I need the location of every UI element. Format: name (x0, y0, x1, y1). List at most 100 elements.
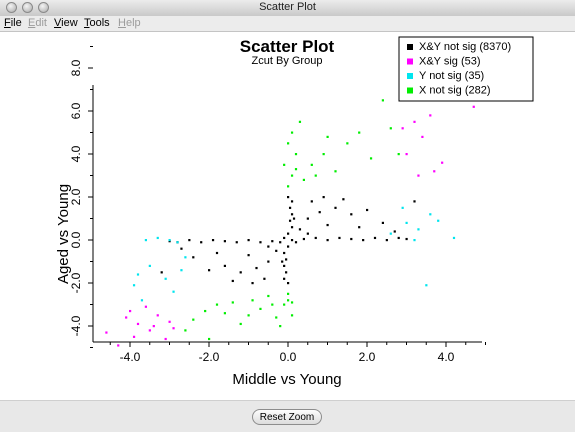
data-point (223, 240, 226, 243)
data-point (441, 161, 444, 164)
data-point (413, 200, 416, 203)
data-point (283, 277, 286, 280)
y-tick-label: 4.0 (69, 145, 83, 162)
legend-swatch (407, 73, 413, 79)
data-point (247, 239, 250, 242)
menu-edit-mnemonic: E (28, 17, 36, 29)
data-point (279, 325, 282, 328)
data-point (132, 335, 136, 338)
data-point (405, 237, 408, 241)
data-point (287, 196, 290, 199)
data-point (168, 320, 171, 323)
data-point (437, 219, 440, 222)
data-point (310, 163, 313, 166)
data-point (417, 174, 420, 177)
legend-swatch (407, 58, 413, 65)
y-tick-label: 6.0 (69, 102, 83, 119)
data-point (287, 232, 290, 235)
data-point (381, 221, 384, 224)
close-window-button[interactable] (6, 2, 17, 13)
data-point (208, 269, 211, 272)
minimize-window-button[interactable] (22, 2, 33, 13)
data-point (267, 260, 270, 263)
data-point (148, 264, 151, 267)
data-point (326, 135, 329, 138)
data-point (326, 239, 329, 242)
scatter-points (105, 67, 475, 347)
menu-file[interactable]: File (4, 17, 22, 29)
data-point (235, 241, 238, 244)
menu-view-label: iew (61, 17, 78, 29)
data-point (287, 292, 290, 295)
data-point (223, 264, 226, 267)
data-point (350, 213, 353, 216)
y-tick-label: 0.0 (69, 231, 83, 248)
data-point (287, 282, 290, 285)
menu-bar: File Edit View Tools Help (0, 16, 575, 32)
menu-tools[interactable]: Tools (84, 17, 110, 29)
data-point (350, 237, 353, 241)
data-point (290, 131, 294, 134)
data-point (288, 219, 292, 222)
window-title: Scatter Plot (259, 1, 316, 13)
x-ticks: -4.0 -2.0 0.0 2.0 4.0 (109, 342, 486, 364)
data-point (247, 314, 250, 317)
reset-zoom-button[interactable]: Reset Zoom (252, 409, 322, 425)
data-point (310, 200, 313, 203)
data-point (136, 322, 140, 326)
data-point (180, 247, 183, 250)
data-point (381, 99, 384, 102)
data-point (275, 316, 278, 319)
data-point (318, 211, 321, 214)
data-point (366, 208, 369, 212)
data-point (259, 241, 262, 244)
data-point (259, 307, 262, 310)
data-point (287, 245, 290, 248)
data-point (105, 331, 108, 334)
menu-view[interactable]: View (54, 17, 78, 29)
data-point (306, 232, 309, 235)
data-point (385, 239, 388, 242)
data-point (172, 327, 175, 330)
zoom-window-button[interactable] (38, 2, 49, 13)
legend-label: X not sig (282) (419, 85, 491, 97)
data-point (389, 127, 392, 130)
y-tick-label: -4.0 (69, 315, 83, 336)
legend: X&Y not sig (8370) X&Y sig (53) Y not sig … (398, 36, 534, 102)
data-point (358, 226, 361, 229)
x-axis-label: Middle vs Young (232, 371, 341, 388)
data-point (136, 273, 140, 276)
data-point (290, 213, 294, 216)
data-point (144, 305, 147, 308)
data-point (421, 135, 424, 138)
menu-file-mnemonic: F (4, 17, 11, 29)
menu-help[interactable]: Help (118, 17, 141, 29)
x-tick-label: 4.0 (438, 350, 455, 364)
data-point (334, 206, 337, 209)
data-point (283, 303, 286, 306)
plot-panel[interactable]: Scatter Plot Zcut By Group -4.0 -2.0 0.0 2.… (0, 32, 575, 400)
data-point (290, 226, 294, 229)
menu-help-mnemonic: H (118, 17, 126, 29)
data-point (255, 266, 258, 270)
data-point (397, 153, 400, 156)
data-point (263, 277, 266, 280)
bottom-toolbar: Reset Zoom (0, 400, 575, 432)
data-point (417, 228, 420, 231)
data-point (338, 236, 341, 240)
data-point (231, 301, 234, 304)
data-point (192, 256, 195, 259)
data-point (334, 170, 337, 173)
data-point (405, 221, 408, 224)
scatter-chart[interactable]: Scatter Plot Zcut By Group -4.0 -2.0 0.0 2.… (0, 32, 575, 400)
data-point (288, 206, 292, 209)
data-point (239, 322, 242, 326)
menu-edit[interactable]: Edit (28, 17, 47, 29)
data-point (287, 142, 290, 145)
data-point (358, 131, 361, 134)
legend-box (398, 36, 534, 102)
data-point (298, 228, 302, 231)
menu-file-label: ile (10, 17, 22, 29)
data-point (294, 241, 298, 244)
data-point (314, 236, 317, 240)
